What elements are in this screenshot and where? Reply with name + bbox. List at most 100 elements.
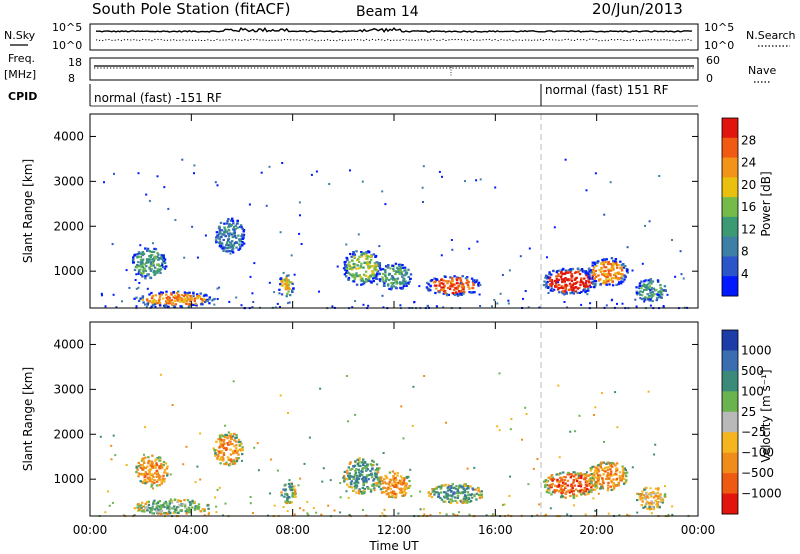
range-cell [553, 491, 556, 494]
range-cell [597, 470, 601, 473]
range-cell [141, 296, 144, 299]
range-cell [647, 390, 650, 393]
range-cell [563, 280, 566, 283]
range-cell [395, 281, 399, 284]
range-cell [408, 479, 411, 483]
range-cell [218, 231, 221, 234]
range-cell [194, 505, 197, 508]
range-cell [391, 264, 394, 267]
range-cell [238, 444, 242, 447]
range-cell [609, 262, 612, 266]
range-cell [558, 291, 561, 294]
range-cell [609, 274, 612, 277]
range-cell [290, 501, 293, 504]
range-cell [460, 289, 463, 293]
range-cell [570, 274, 573, 277]
range-cell [545, 489, 549, 492]
range-cell [358, 267, 361, 270]
range-cell [583, 288, 587, 291]
range-cell [183, 499, 186, 502]
range-cell [365, 465, 368, 468]
range-cell [165, 293, 168, 296]
colorbar-swatch [722, 493, 738, 515]
range-cell [605, 273, 608, 276]
range-cell [403, 477, 406, 480]
colorbar-tick-label: 24 [741, 156, 756, 170]
velocity-ylabel: Slant Range [km] [21, 367, 35, 471]
range-cell [444, 292, 447, 295]
range-cell [354, 470, 357, 473]
range-cell [626, 271, 629, 274]
range-cell [362, 273, 366, 276]
range-cell [584, 272, 587, 275]
nave-label: Nave [748, 64, 776, 77]
range-cell [189, 508, 192, 511]
range-cell [573, 484, 576, 487]
range-cell [432, 489, 435, 492]
range-cell [434, 491, 437, 494]
range-cell [111, 501, 114, 504]
range-cell [550, 478, 553, 481]
range-cell [155, 484, 159, 487]
range-cell [663, 493, 667, 496]
range-cell [137, 299, 141, 302]
range-cell [654, 492, 657, 495]
range-cell [564, 269, 568, 272]
range-cell [576, 280, 579, 283]
range-cell [166, 300, 169, 303]
range-cell [401, 275, 404, 278]
range-cell [422, 201, 424, 203]
range-cell [287, 286, 290, 289]
range-cell [373, 477, 376, 481]
range-cell [232, 243, 235, 246]
range-cell [580, 493, 583, 496]
range-cell [544, 485, 547, 489]
range-cell [656, 497, 660, 500]
range-cell [349, 252, 352, 256]
range-cell [350, 483, 353, 486]
range-cell [446, 282, 449, 285]
range-cell [392, 285, 396, 288]
range-cell [565, 490, 568, 493]
range-cell [545, 284, 548, 287]
range-cell [602, 269, 605, 273]
range-cell [281, 279, 285, 282]
range-cell [193, 172, 195, 175]
range-cell [298, 201, 301, 204]
range-cell [458, 290, 461, 293]
range-cell [389, 495, 392, 498]
range-cell [607, 484, 610, 487]
range-cell [140, 273, 143, 276]
range-cell [607, 481, 610, 484]
range-cell [457, 285, 460, 288]
range-cell [601, 392, 603, 395]
range-cell [185, 512, 188, 515]
range-cell [354, 300, 357, 303]
range-cell [432, 281, 436, 284]
range-cell [367, 255, 370, 258]
range-cell [458, 511, 460, 514]
range-cell [293, 273, 296, 276]
range-cell [583, 285, 586, 288]
range-cell [650, 495, 653, 498]
range-cell [618, 514, 621, 517]
range-cell [585, 487, 589, 490]
range-cell [352, 477, 355, 480]
range-cell [303, 462, 306, 465]
range-cell [355, 478, 359, 481]
range-cell [233, 432, 236, 435]
range-cell [367, 487, 370, 490]
range-cell [199, 297, 203, 300]
range-cell [617, 484, 620, 487]
range-cell [390, 287, 393, 290]
range-cell [279, 277, 282, 280]
range-cell [544, 276, 547, 279]
range-cell [248, 203, 251, 206]
range-cell [591, 479, 594, 482]
range-cell [136, 255, 140, 258]
range-cell [651, 505, 654, 508]
range-cell [240, 226, 243, 229]
range-cell [150, 485, 153, 488]
range-cell [186, 510, 190, 513]
range-cell [447, 293, 450, 296]
